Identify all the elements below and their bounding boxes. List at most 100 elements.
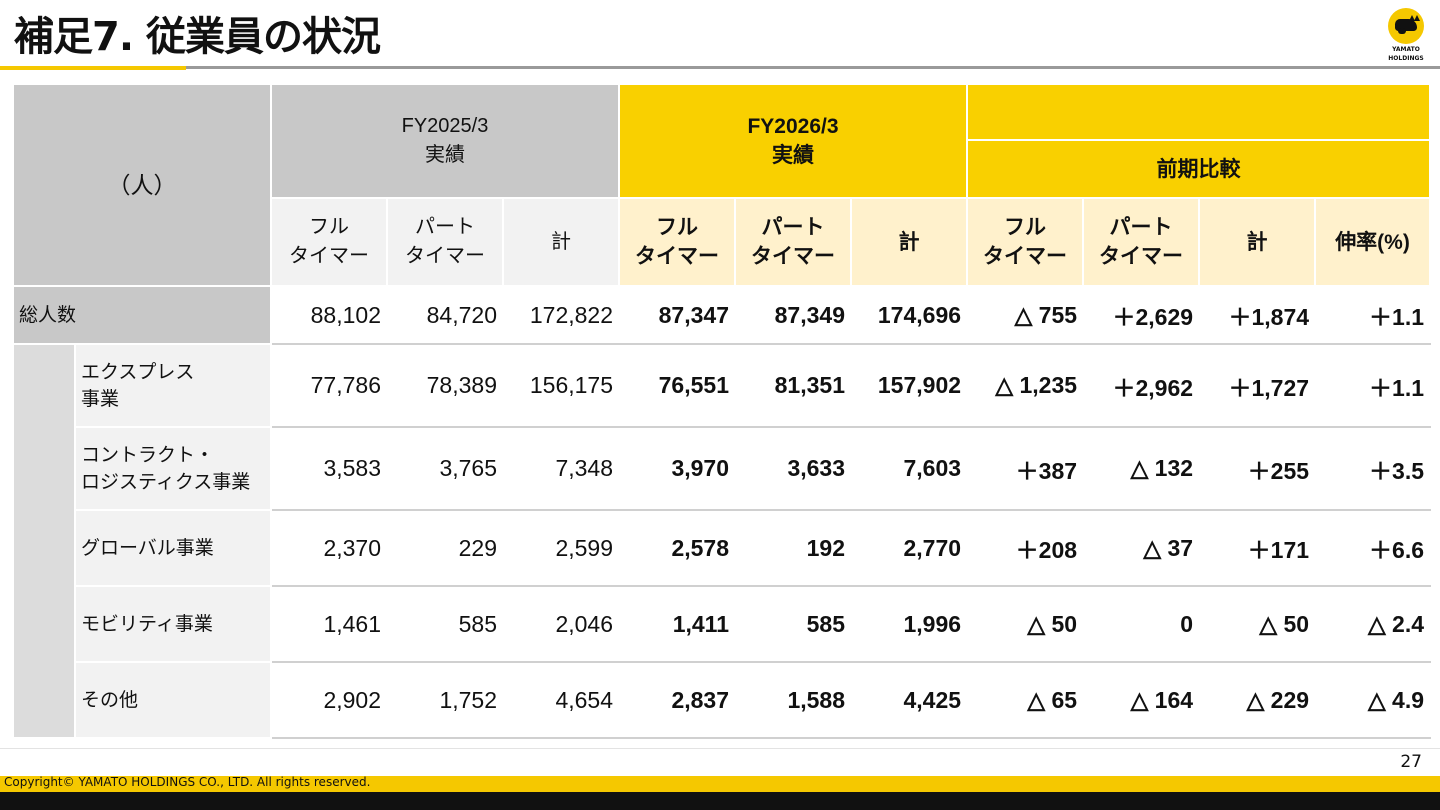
yamato-logo: YAMATO HOLDINGS <box>1378 8 1434 62</box>
table-cell: 78,389 <box>386 343 504 428</box>
table-cell: ＋2,629 <box>1082 285 1201 345</box>
col-growth-rate: 伸率(%) <box>1314 197 1432 287</box>
unit-label: （人） <box>12 83 272 287</box>
period-curr-header: FY2026/3 実績 <box>617 83 969 199</box>
col-prev-full: フル タイマー <box>270 197 388 287</box>
table-cell: 585 <box>386 585 504 663</box>
table-cell: 1,752 <box>386 661 504 739</box>
copyright-notice: Copyright© YAMATO HOLDINGS CO., LTD. All… <box>4 775 371 789</box>
table-cell: △ 1,235 <box>966 343 1085 428</box>
table-cell: 172,822 <box>502 285 620 345</box>
col-prev-part: パート タイマー <box>386 197 504 287</box>
table-cell: 174,696 <box>849 285 969 345</box>
table-cell: 3,970 <box>618 426 736 511</box>
table-cell: 192 <box>734 509 852 587</box>
table-cell: 229 <box>386 509 504 587</box>
table-cell: 76,551 <box>618 343 736 428</box>
table-cell: 77,786 <box>270 343 388 428</box>
table-cell: 1,461 <box>270 585 388 663</box>
row-label: エクスプレス 事業 <box>74 343 272 428</box>
table-cell: 4,654 <box>502 661 620 739</box>
table-cell: 156,175 <box>502 343 620 428</box>
title-divider-accent <box>0 66 186 70</box>
table-row: コントラクト・ ロジスティクス事業 3,583 3,765 7,348 3,970… <box>13 426 1432 511</box>
table-cell: 0 <box>1082 585 1201 663</box>
col-diff-full: フル タイマー <box>966 197 1085 287</box>
period-prev-header: FY2025/3 実績 <box>270 83 620 199</box>
footer-divider <box>0 748 1440 749</box>
footer-band <box>0 776 1440 792</box>
table-cell: △ 755 <box>966 285 1085 345</box>
table-row: エクスプレス 事業 77,786 78,389 156,175 76,551 81… <box>12 343 1432 739</box>
table-cell: △ 4.9 <box>1314 661 1432 739</box>
page-title: 補足7. 従業員の状況 <box>14 14 381 60</box>
col-curr-full: フル タイマー <box>618 197 736 287</box>
row-label: モビリティ事業 <box>74 585 272 663</box>
table-cell: △ 37 <box>1082 509 1201 587</box>
table-cell: 2,902 <box>270 661 388 739</box>
table-row: モビリティ事業 1,461 585 2,046 1,411 585 1,996 … <box>13 585 1432 663</box>
period-prev-sublabel: 実績 <box>425 144 465 166</box>
table-cell: 3,765 <box>386 426 504 511</box>
table-cell: △ 50 <box>1198 585 1317 663</box>
col-diff-part: パート タイマー <box>1082 197 1201 287</box>
table-cell: ＋2,962 <box>1082 343 1201 428</box>
comparison-header: 前期比較 <box>966 139 1432 199</box>
table-cell: 2,770 <box>849 509 969 587</box>
table-cell: ＋387 <box>966 426 1085 511</box>
table-cell: 157,902 <box>849 343 969 428</box>
row-label: その他 <box>74 661 272 739</box>
logo-text-holdings: HOLDINGS <box>1388 55 1424 62</box>
row-label: 総人数 <box>12 285 272 345</box>
table-cell: ＋1.1 <box>1314 285 1432 345</box>
col-curr-total: 計 <box>849 197 969 287</box>
employee-table: （人） FY2025/3 実績 FY2026/3 実績 前期比較 フル タイマー … <box>12 83 1432 739</box>
table-row: その他 2,902 1,752 4,654 2,837 1,588 4,425 … <box>13 661 1432 739</box>
black-cat-icon <box>1388 8 1424 44</box>
table-cell: 88,102 <box>270 285 388 345</box>
period-prev-label: FY2025/3 <box>401 115 489 137</box>
row-label: グローバル事業 <box>74 509 272 587</box>
table-cell: 3,583 <box>270 426 388 511</box>
table-cell: ＋1.1 <box>1314 343 1432 428</box>
period-curr-sublabel: 実績 <box>772 144 815 167</box>
table-cell: △ 132 <box>1082 426 1201 511</box>
table-cell: 1,411 <box>618 585 736 663</box>
table-cell: 1,996 <box>849 585 969 663</box>
table-cell: △ 2.4 <box>1314 585 1432 663</box>
table-cell: 2,046 <box>502 585 620 663</box>
table-cell: △ 164 <box>1082 661 1201 739</box>
table-cell: ＋1,874 <box>1198 285 1317 345</box>
table-cell: △ 229 <box>1198 661 1317 739</box>
comparison-top-band <box>966 83 1432 141</box>
table-cell: ＋208 <box>966 509 1085 587</box>
table-cell: 7,348 <box>502 426 620 511</box>
table-cell: ＋255 <box>1198 426 1317 511</box>
table-cell: 7,603 <box>849 426 969 511</box>
table-cell: 81,351 <box>734 343 852 428</box>
col-prev-total: 計 <box>502 197 620 287</box>
table-cell: 2,599 <box>502 509 620 587</box>
table-cell: ＋6.6 <box>1314 509 1432 587</box>
table-cell: 3,633 <box>734 426 852 511</box>
segment-indent <box>12 343 76 739</box>
table-cell: 2,837 <box>618 661 736 739</box>
table-cell: 87,347 <box>618 285 736 345</box>
footer-bottom-band <box>0 792 1440 810</box>
table-cell: 2,370 <box>270 509 388 587</box>
table-cell: △ 65 <box>966 661 1085 739</box>
table-cell: 4,425 <box>849 661 969 739</box>
period-curr-label: FY2026/3 <box>747 115 839 138</box>
table-cell: 84,720 <box>386 285 504 345</box>
table-cell: 87,349 <box>734 285 852 345</box>
row-label: コントラクト・ ロジスティクス事業 <box>74 426 272 511</box>
table-row: グローバル事業 2,370 229 2,599 2,578 192 2,770 … <box>13 509 1432 587</box>
col-curr-part: パート タイマー <box>734 197 852 287</box>
logo-text-yamato: YAMATO <box>1392 46 1420 53</box>
title-divider <box>0 66 1440 69</box>
table-cell: 585 <box>734 585 852 663</box>
table-cell: ＋3.5 <box>1314 426 1432 511</box>
table-cell: △ 50 <box>966 585 1085 663</box>
table-cell: 2,578 <box>618 509 736 587</box>
table-cell: ＋171 <box>1198 509 1317 587</box>
